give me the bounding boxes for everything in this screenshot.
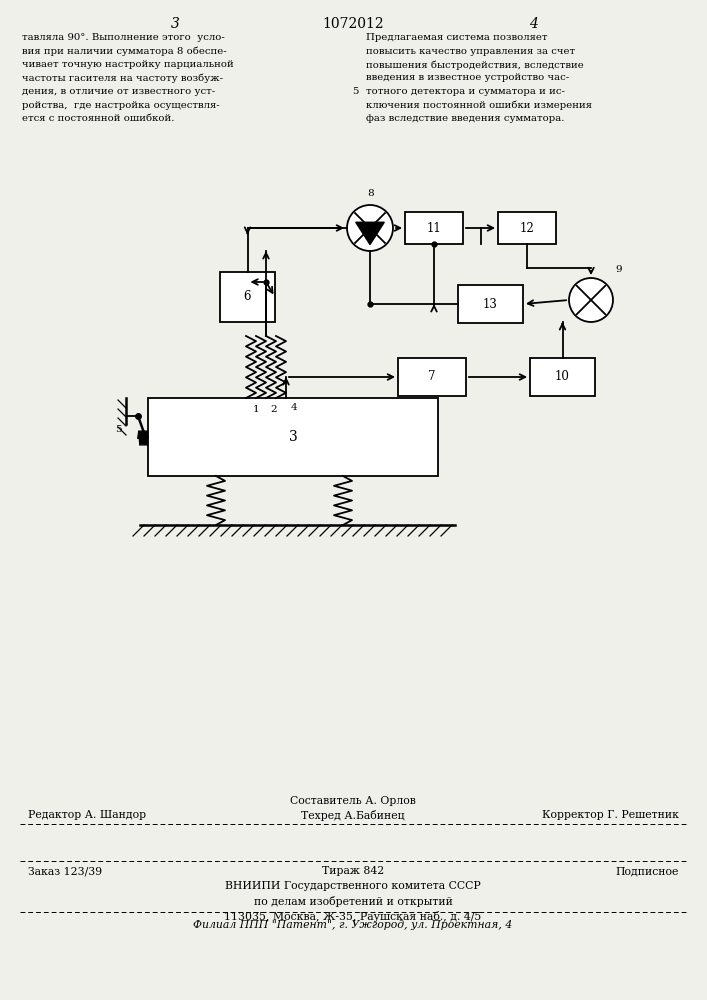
Text: 2: 2 — [271, 405, 277, 414]
Bar — [498, 212, 556, 244]
Polygon shape — [356, 222, 385, 245]
Text: фаз вследствие введения сумматора.: фаз вследствие введения сумматора. — [366, 114, 564, 123]
Text: 1: 1 — [252, 405, 259, 414]
Text: ется с постоянной ошибкой.: ется с постоянной ошибкой. — [22, 114, 175, 123]
Text: вия при наличии сумматора 8 обеспе-: вия при наличии сумматора 8 обеспе- — [22, 46, 227, 56]
Text: 4: 4 — [529, 17, 537, 31]
Text: тотного детектора и сумматора и ис-: тотного детектора и сумматора и ис- — [366, 87, 565, 96]
Text: Подписное: Подписное — [616, 866, 679, 876]
Text: ройства,  где настройка осуществля-: ройства, где настройка осуществля- — [22, 101, 220, 109]
Text: 5: 5 — [352, 87, 358, 96]
Text: 9: 9 — [615, 265, 621, 274]
Text: Филиал ППП "Патент", г. Ужгород, ул. Проектная, 4: Филиал ППП "Патент", г. Ужгород, ул. Про… — [194, 920, 513, 930]
Bar — [458, 285, 523, 323]
Text: 5: 5 — [115, 425, 122, 434]
Text: 3: 3 — [288, 430, 298, 444]
Text: Техред А.Бабинец: Техред А.Бабинец — [301, 810, 405, 821]
Text: 1072012: 1072012 — [322, 17, 384, 31]
Text: 6: 6 — [244, 290, 251, 304]
Bar — [405, 212, 463, 244]
Text: 12: 12 — [520, 222, 534, 234]
Text: 3: 3 — [170, 17, 180, 31]
Bar — [398, 358, 466, 396]
Text: дения, в отличие от известного уст-: дения, в отличие от известного уст- — [22, 87, 215, 96]
Text: тавляла 90°. Выполнение этого  усло-: тавляла 90°. Выполнение этого усло- — [22, 33, 225, 42]
Text: 10: 10 — [555, 370, 570, 383]
Text: 113035, Москва, Ж-35, Раушская наб., д. 4/5: 113035, Москва, Ж-35, Раушская наб., д. … — [224, 911, 481, 922]
Text: Редактор А. Шандор: Редактор А. Шандор — [28, 810, 146, 820]
Text: повысить качество управления за счет: повысить качество управления за счет — [366, 46, 575, 55]
Circle shape — [569, 278, 613, 322]
Text: ВНИИПИ Государственного комитета СССР: ВНИИПИ Государственного комитета СССР — [225, 881, 481, 891]
Text: Предлагаемая система позволяет: Предлагаемая система позволяет — [366, 33, 547, 42]
Bar — [220, 272, 275, 322]
Text: по делам изобретений и открытий: по делам изобретений и открытий — [254, 896, 452, 907]
Text: чивает точную настройку парциальной: чивает точную настройку парциальной — [22, 60, 234, 69]
Text: 7: 7 — [428, 370, 436, 383]
Text: повышения быстродействия, вследствие: повышения быстродействия, вследствие — [366, 60, 584, 70]
Text: Тираж 842: Тираж 842 — [322, 866, 384, 876]
Text: 8: 8 — [368, 189, 374, 198]
Text: 11: 11 — [426, 222, 441, 234]
Text: введения в известное устройство час-: введения в известное устройство час- — [366, 74, 569, 83]
Text: 4: 4 — [291, 403, 298, 412]
Text: Корректор Г. Решетник: Корректор Г. Решетник — [542, 810, 679, 820]
Text: ключения постоянной ошибки измерения: ключения постоянной ошибки измерения — [366, 101, 592, 110]
Bar — [148, 398, 438, 476]
Text: 13: 13 — [483, 298, 498, 310]
Text: частоты гасителя на частоту возбуж-: частоты гасителя на частоту возбуж- — [22, 74, 223, 83]
Text: Составитель А. Орлов: Составитель А. Орлов — [290, 796, 416, 806]
Bar — [530, 358, 595, 396]
Circle shape — [347, 205, 393, 251]
Text: Заказ 123/39: Заказ 123/39 — [28, 866, 102, 876]
